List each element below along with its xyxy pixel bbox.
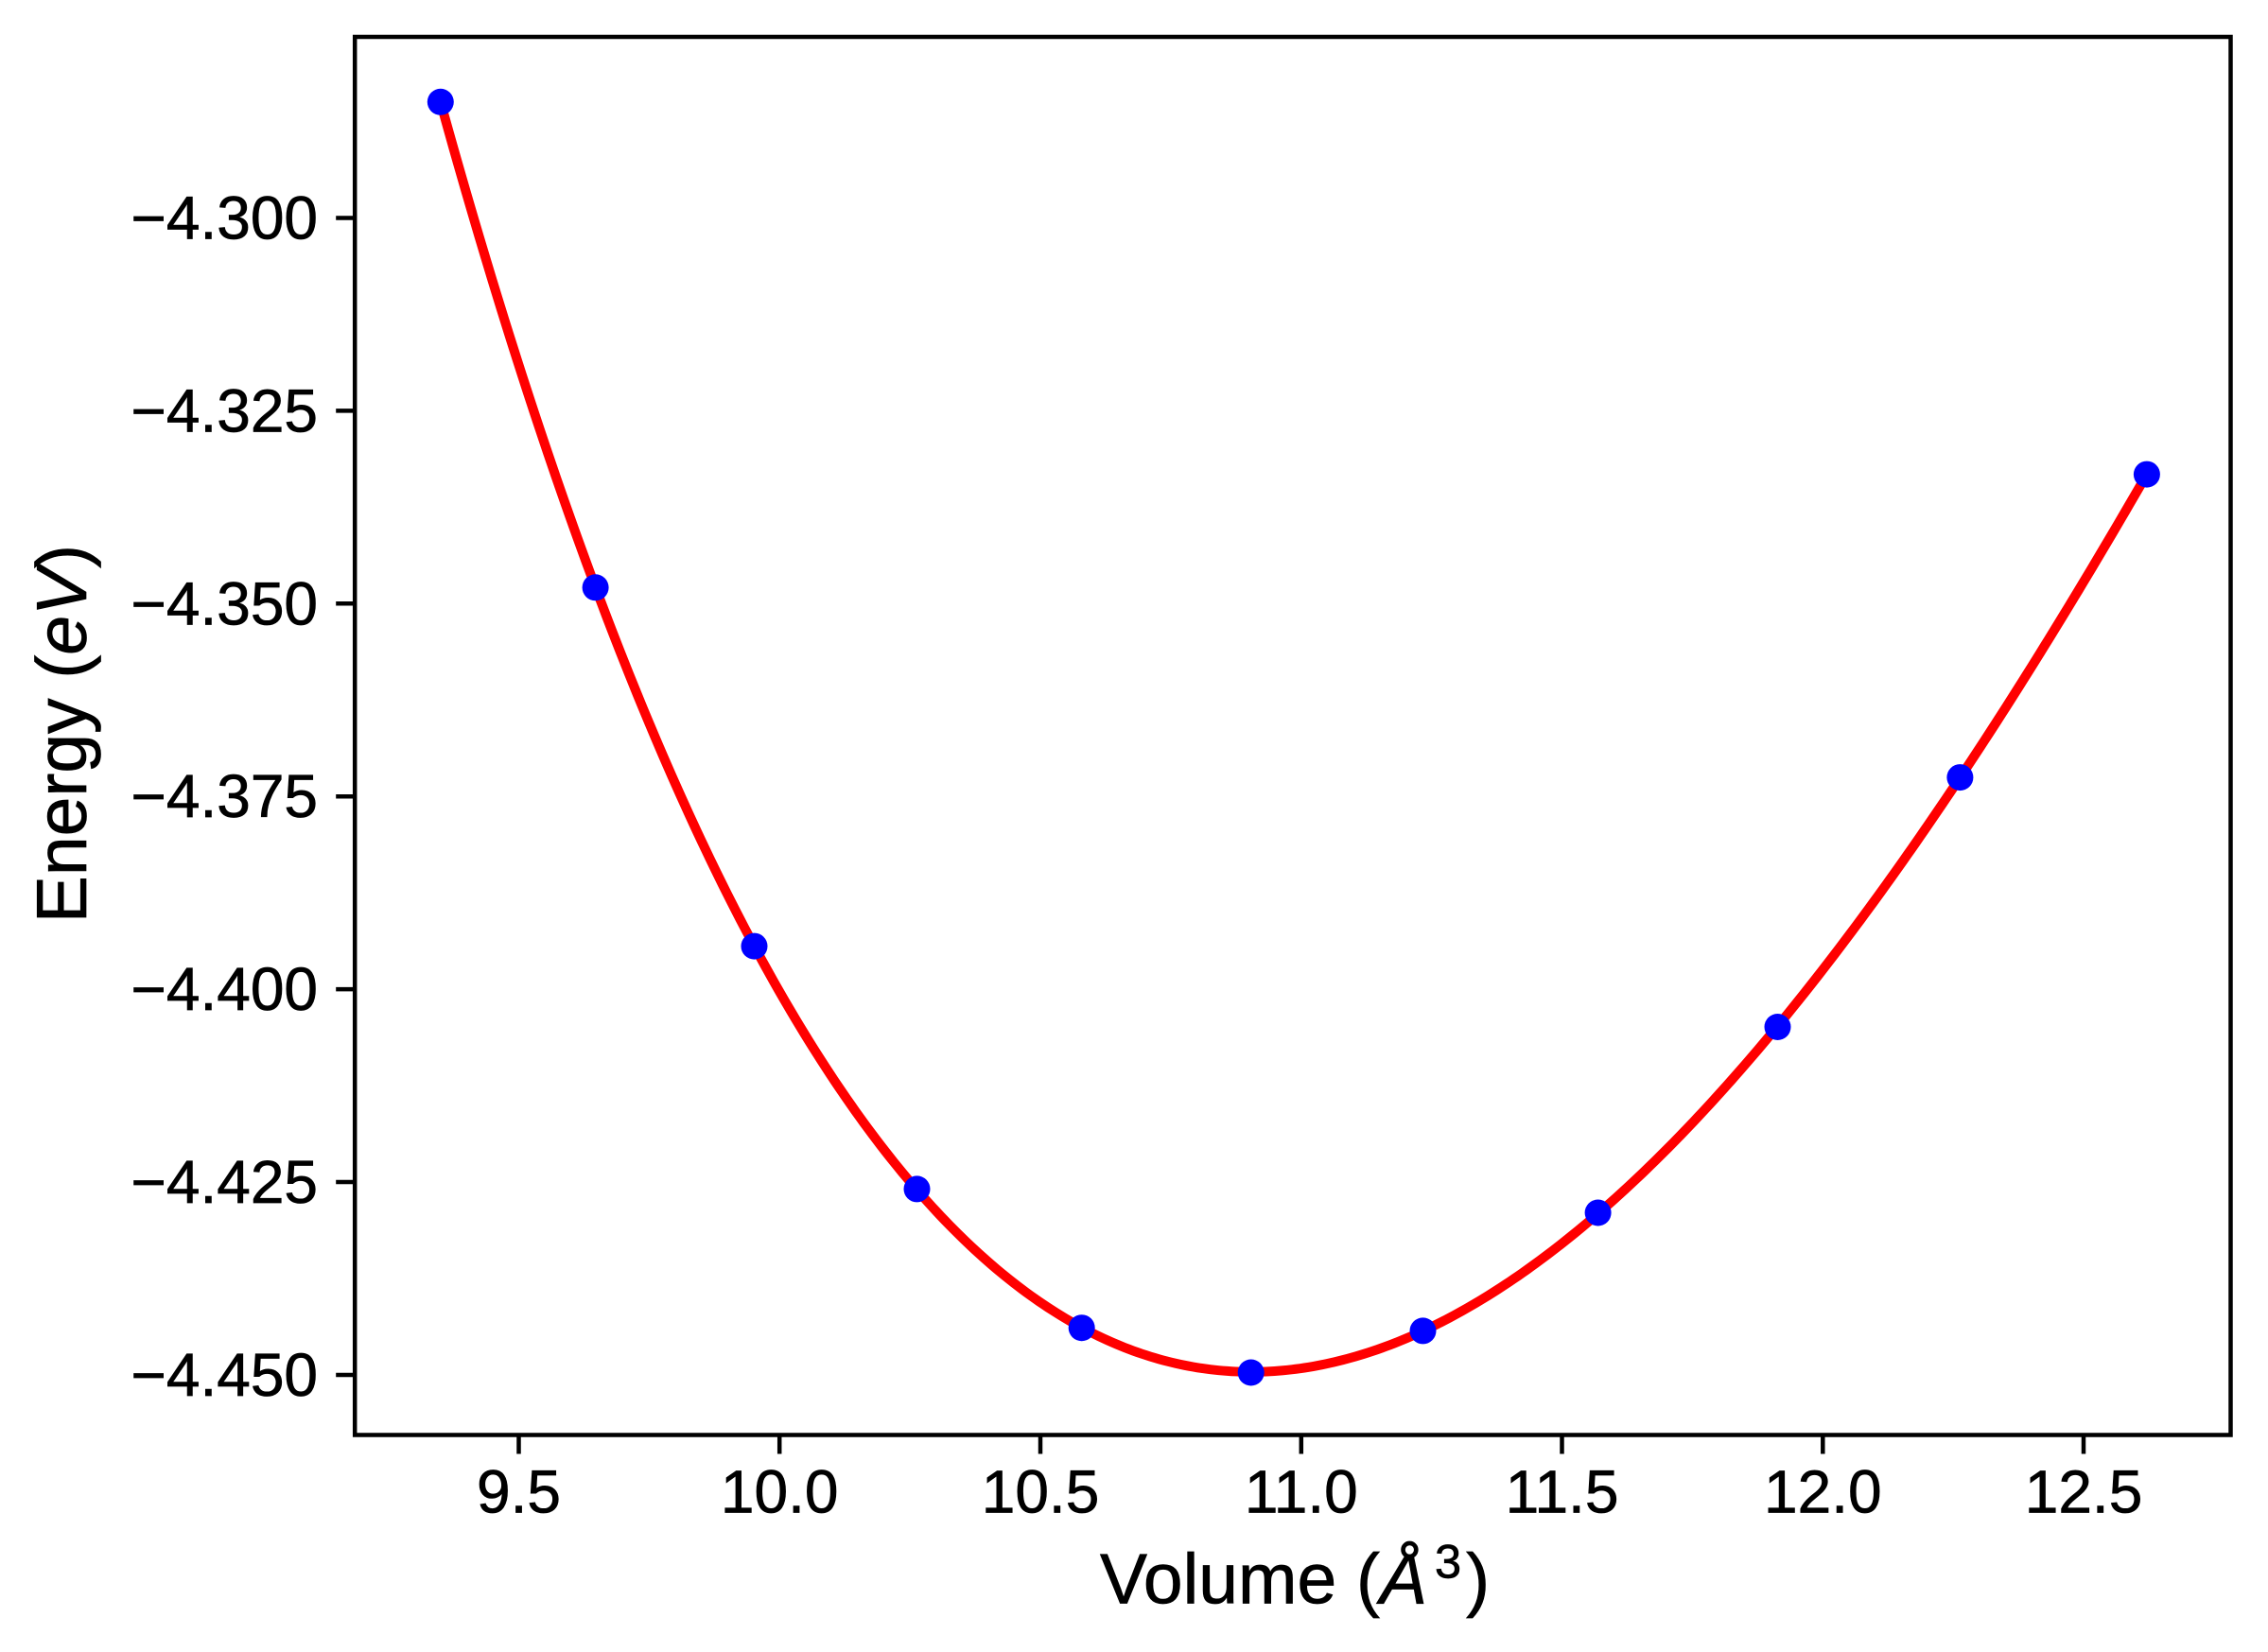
svg-text:Energy (eV): Energy (eV) <box>22 545 101 923</box>
svg-text:−4.300: −4.300 <box>131 184 318 252</box>
svg-text:−4.325: −4.325 <box>131 376 318 444</box>
svg-text:10.5: 10.5 <box>982 1458 1100 1526</box>
svg-text:12.0: 12.0 <box>1764 1458 1882 1526</box>
svg-text:−4.375: −4.375 <box>131 762 318 830</box>
svg-text:10.0: 10.0 <box>721 1458 839 1526</box>
svg-text:11.0: 11.0 <box>1245 1458 1358 1526</box>
svg-text:Volume (Å3): Volume (Å 3) <box>1100 1534 1490 1618</box>
svg-text:12.5: 12.5 <box>2025 1458 2143 1526</box>
svg-text:−4.425: −4.425 <box>131 1148 318 1216</box>
svg-text:9.5: 9.5 <box>477 1458 561 1526</box>
svg-text:11.5: 11.5 <box>1506 1458 1619 1526</box>
svg-text:−4.350: −4.350 <box>131 569 318 637</box>
svg-text:−4.400: −4.400 <box>131 955 318 1023</box>
svg-text:−4.450: −4.450 <box>131 1341 318 1409</box>
